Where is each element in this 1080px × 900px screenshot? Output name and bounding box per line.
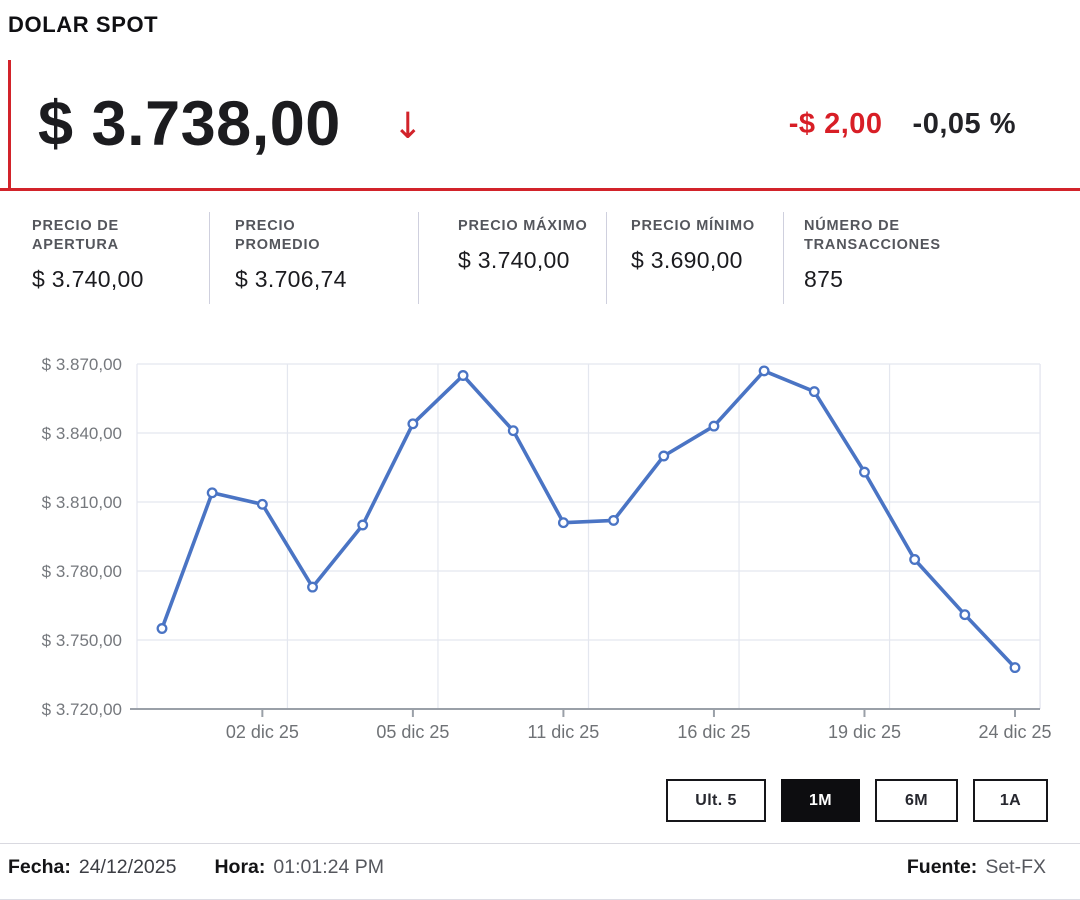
- hora-label: Hora:: [214, 856, 266, 878]
- svg-text:02 dic 25: 02 dic 25: [226, 722, 299, 742]
- stat-column-promedio: PRECIO PROMEDIO $ 3.706,74: [209, 212, 418, 304]
- stat-value: $ 3.690,00: [631, 247, 743, 274]
- fuente-value: Set-FX: [985, 856, 1046, 878]
- stat-value: $ 3.740,00: [458, 247, 570, 274]
- svg-text:19 dic 25: 19 dic 25: [828, 722, 901, 742]
- svg-text:11 dic 25: 11 dic 25: [528, 722, 600, 742]
- stat-value: $ 3.740,00: [32, 266, 144, 293]
- fuente-label: Fuente:: [906, 856, 978, 878]
- stat-value: 875: [804, 266, 844, 293]
- range-selector: Ult. 5 1M 6M 1A: [666, 779, 1048, 822]
- price-value: $ 3.738,00: [38, 89, 341, 159]
- svg-text:$ 3.750,00: $ 3.750,00: [42, 631, 122, 650]
- stat-column-transacciones: NÚMERO DE TRANSACCIONES 875: [783, 212, 1080, 304]
- range-button-6m[interactable]: 6M: [875, 779, 958, 822]
- stat-column-maximo: PRECIO MÁXIMO $ 3.740,00: [418, 212, 606, 304]
- stat-column-minimo: PRECIO MÍNIMO $ 3.690,00: [606, 212, 783, 304]
- svg-text:16 dic 25: 16 dic 25: [677, 722, 750, 742]
- svg-text:24 dic 25: 24 dic 25: [978, 722, 1051, 742]
- change-group: -$ 2,00 -0,05 %: [789, 108, 1016, 141]
- stat-label: PRECIO MÁXIMO: [458, 218, 588, 234]
- range-button-ult5[interactable]: Ult. 5: [666, 779, 766, 822]
- svg-text:$ 3.810,00: $ 3.810,00: [42, 493, 122, 512]
- footer: Fecha: 24/12/2025 Hora: 01:01:24 PM Fuen…: [0, 843, 1080, 897]
- svg-text:$ 3.720,00: $ 3.720,00: [42, 700, 122, 719]
- svg-text:05 dic 25: 05 dic 25: [376, 722, 449, 742]
- fecha-value: 24/12/2025: [78, 856, 177, 878]
- stat-value: $ 3.706,74: [235, 266, 347, 293]
- stats-row: PRECIO DE APERTURA $ 3.740,00 PRECIO PRO…: [0, 212, 1080, 304]
- stat-label: NÚMERO DE TRANSACCIONES: [804, 218, 941, 254]
- change-percent: -0,05 %: [912, 107, 1016, 140]
- stat-label: PRECIO DE APERTURA: [32, 218, 119, 254]
- stat-column-apertura: PRECIO DE APERTURA $ 3.740,00: [0, 212, 209, 304]
- red-divider: [0, 188, 1080, 191]
- page-title: DOLAR SPOT: [8, 12, 159, 37]
- price-chart[interactable]: $ 3.870,00 $ 3.840,00 $ 3.810,00 $ 3.780,00…: [0, 340, 1080, 750]
- down-arrow-icon: ↓: [392, 106, 423, 147]
- svg-text:$ 3.840,00: $ 3.840,00: [42, 424, 122, 443]
- svg-text:$ 3.870,00: $ 3.870,00: [42, 355, 122, 374]
- fecha-label: Fecha:: [8, 856, 71, 878]
- svg-text:$ 3.780,00: $ 3.780,00: [42, 562, 122, 581]
- range-button-1a[interactable]: 1A: [973, 779, 1048, 822]
- stat-label: PRECIO PROMEDIO: [235, 218, 321, 254]
- change-amount: -$ 2,00: [788, 107, 883, 140]
- hora-value: 01:01:24 PM: [273, 856, 384, 878]
- stat-label: PRECIO MÍNIMO: [631, 218, 755, 234]
- quote-box: $ 3.738,00 ↓ -$ 2,00 -0,05 %: [8, 60, 1080, 188]
- range-button-1m[interactable]: 1M: [781, 779, 860, 822]
